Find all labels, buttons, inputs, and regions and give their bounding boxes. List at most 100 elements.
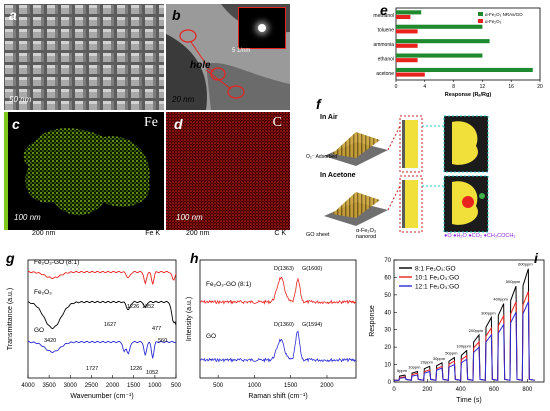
chart-i-ylabel: Response bbox=[369, 305, 376, 337]
chart-e-category-label: ammonia bbox=[373, 42, 394, 48]
chart-i-xtick-label: 200 bbox=[422, 387, 433, 393]
fe-map-texture bbox=[4, 112, 164, 230]
chart-e-legend-label: α-Fe₂O₃ NRAs/GO bbox=[485, 12, 523, 17]
panel-c-scale: 100 nm bbox=[14, 213, 41, 222]
hole-annotation: hole bbox=[190, 60, 211, 71]
chart-i-concentration-label: 400ppm bbox=[493, 297, 508, 302]
chart-e-category-label: methanol bbox=[373, 13, 394, 19]
diffraction-inset bbox=[238, 7, 286, 49]
inset-scale: 5 1/nm bbox=[232, 48, 251, 54]
chart-g-xtick-label: 500 bbox=[171, 383, 182, 389]
panel-b-scale: 20 nm bbox=[172, 95, 195, 104]
chart-g-annotation: 560 bbox=[158, 338, 167, 344]
chart-i-legend-label: 12:1 Fe₂O₃:GO bbox=[415, 284, 459, 291]
chart-h-xtick-label: 500 bbox=[213, 383, 224, 389]
diffraction-spot bbox=[258, 24, 266, 32]
chart-i-concentration-label: 5ppm bbox=[397, 368, 408, 373]
legend-nanorod: α-Fe₂O₃ nanorod bbox=[356, 228, 377, 240]
chart-i-ytick-label: 40 bbox=[384, 310, 391, 316]
chart-i-xtick-label: 400 bbox=[456, 387, 467, 393]
chart-g-series-line bbox=[27, 300, 177, 330]
panel-h: h 500 1000 1500 2000 Raman shift (cm⁻¹) Inten… bbox=[182, 246, 362, 411]
chart-g-annotation: 477 bbox=[152, 326, 161, 332]
chart-h-annotation: D(1360) bbox=[274, 322, 294, 328]
chart-i-concentration-label: 500ppm bbox=[506, 279, 521, 284]
chart-g-annotation: 1226 bbox=[127, 304, 139, 310]
chart-g-xtick-label: 1500 bbox=[127, 383, 141, 389]
chart-i-concentration-label: 20ppm bbox=[421, 359, 434, 364]
chart-g-series-line bbox=[27, 340, 177, 359]
chart-g-xtick-label: 4000 bbox=[21, 383, 35, 389]
panel-d-c-map: d C 100 nm 200 nm C K bbox=[166, 112, 290, 240]
chart-g-annotation: 3420 bbox=[44, 338, 56, 344]
chart-h-ylabel: Intensity (a.u.) bbox=[186, 297, 193, 341]
chart-e-bar bbox=[396, 29, 418, 34]
chart-h-annotation: G(1600) bbox=[302, 266, 322, 272]
chart-i-ytick-label: 10 bbox=[384, 363, 391, 369]
panel-c-bar-scale: 200 nm bbox=[32, 230, 56, 237]
chart-i-concentration-label: 30ppm bbox=[433, 356, 446, 361]
chart-h-xtick-label: 2000 bbox=[320, 383, 334, 389]
chart-g-annotation: 1727 bbox=[86, 366, 98, 372]
panel-d-label: d bbox=[174, 116, 183, 132]
panel-b-tem-image: 5 1/nm b hole 20 nm bbox=[166, 4, 290, 110]
chart-e-legend-swatch bbox=[478, 12, 483, 16]
chart-h-frame bbox=[199, 259, 357, 379]
chart-e-bar bbox=[396, 39, 490, 44]
panel-c-fe-map: c Fe 100 nm 200 nm Fe K bbox=[4, 112, 164, 240]
chart-e-legend-label: α-Fe₂O₃ bbox=[485, 19, 502, 24]
chart-e-xtick-label: 16 bbox=[508, 84, 514, 90]
chart-g-frame bbox=[27, 259, 177, 379]
chart-e-bar bbox=[396, 53, 483, 58]
chart-e-xtick-label: 0 bbox=[395, 84, 398, 90]
panel-d-footer: 200 nm C K bbox=[166, 230, 290, 240]
chart-g-svg: 4000 3500 3000 2500 2000 1500 1000 500 Wavenumbe… bbox=[7, 259, 182, 400]
chart-e-xtick-label: 4 bbox=[423, 84, 426, 90]
panel-g-label: g bbox=[6, 250, 15, 266]
chart-e-category-label: acetone bbox=[376, 71, 394, 77]
chart-h-series-line bbox=[199, 276, 357, 305]
chart-e-legend-swatch bbox=[478, 19, 483, 23]
chart-e-category-label: toluene bbox=[378, 28, 395, 34]
chart-i-ytick-label: 0 bbox=[388, 380, 392, 386]
c-map-texture bbox=[166, 112, 290, 230]
chart-e-xtick-label: 8 bbox=[452, 84, 455, 90]
chart-h-xtick-label: 1000 bbox=[248, 383, 262, 389]
chart-i-legend-label: 10:1 Fe₂O₃:GO bbox=[415, 275, 459, 282]
chart-g-series-name: Fe₂O₃-GO (8:1) bbox=[34, 259, 79, 266]
chart-i-legend-label: 8:1 Fe₂O₃:GO bbox=[415, 266, 456, 273]
chart-g-xtick-label: 2000 bbox=[106, 383, 120, 389]
panel-h-label: h bbox=[190, 250, 199, 266]
chart-g-annotation: 1052 bbox=[142, 304, 154, 310]
chart-g-xtick-label: 1000 bbox=[148, 383, 162, 389]
chart-g-xlabel: Wavenumber (cm⁻¹) bbox=[70, 393, 133, 400]
fe-element-label: Fe bbox=[144, 115, 158, 130]
panel-b-label: b bbox=[172, 7, 181, 23]
chart-e-bar bbox=[396, 58, 418, 63]
chart-g-series-name: Fe₂O₃ bbox=[34, 289, 52, 296]
panel-a-label: a bbox=[9, 7, 17, 23]
chart-i-concentration-label: 100ppm bbox=[456, 344, 471, 349]
panel-c-label: c bbox=[12, 116, 20, 132]
chart-i-concentration-label: 600ppm bbox=[518, 262, 533, 267]
chart-e-xlabel: Response (Rₐ/Rg) bbox=[445, 92, 492, 98]
chart-h-annotation: G(1594) bbox=[302, 322, 322, 328]
panel-c-footer: 200 nm Fe K bbox=[4, 230, 164, 240]
chart-h-svg: 500 1000 1500 2000 Raman shift (cm⁻¹) Intensi… bbox=[186, 259, 357, 400]
chart-i-xtick-label: 600 bbox=[489, 387, 500, 393]
chart-g-annotation: 1226 bbox=[130, 366, 142, 372]
chart-i-concentration-label: 10ppm bbox=[408, 365, 421, 370]
chart-i-xlabel: Time (s) bbox=[456, 397, 481, 404]
chart-h-series-name: Fe₂O₃-GO (8:1) bbox=[206, 281, 251, 288]
panel-c-bar-element: Fe K bbox=[145, 230, 160, 237]
adsorbed-label: O₂⁻ Adsorbed bbox=[306, 154, 337, 160]
legend-go: GO sheet bbox=[306, 232, 330, 238]
chart-e-bar bbox=[396, 10, 422, 15]
chart-e-bar bbox=[396, 67, 533, 73]
chart-i-svg: 0 200 400 600 800 0 10 20 30 40 50 60 70 Time (s) Resp… bbox=[369, 258, 545, 404]
chart-e-xtick-label: 12 bbox=[480, 84, 486, 90]
chart-h-xtick-label: 1500 bbox=[284, 383, 298, 389]
panel-e: e 0 4 8 12 16 20 Response (Rₐ/Rg) methanol tolue… bbox=[296, 0, 550, 100]
chart-e-bar bbox=[396, 14, 411, 20]
chart-i-series-line bbox=[394, 301, 535, 381]
